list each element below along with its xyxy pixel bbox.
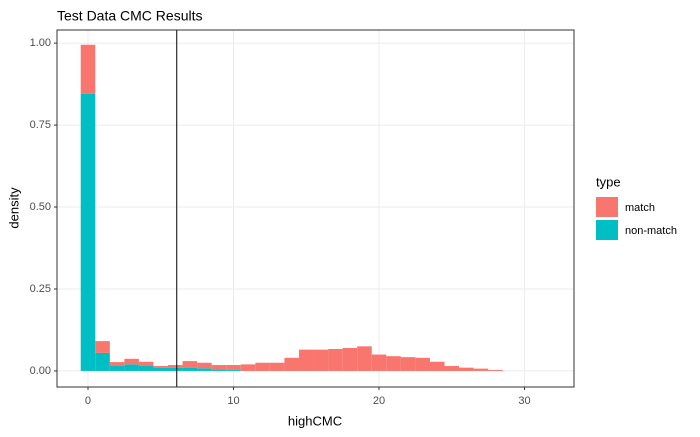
- histogram-bar: [80, 44, 96, 94]
- chart-title: Test Data CMC Results: [57, 8, 202, 24]
- histogram-bar: [255, 362, 270, 371]
- histogram-bar: [109, 366, 125, 371]
- histogram-bar: [182, 361, 198, 368]
- histogram-bar: [197, 362, 212, 369]
- histogram-bar: [226, 369, 241, 371]
- histogram-bar: [182, 367, 198, 371]
- histogram-bar: [473, 368, 489, 371]
- y-tick-label: 1.00: [30, 37, 51, 49]
- y-tick-label: 0.50: [30, 201, 51, 213]
- x-tick-label: 0: [85, 395, 91, 407]
- histogram-bar: [386, 356, 401, 371]
- histogram-bar: [168, 365, 183, 368]
- histogram-bar: [226, 365, 241, 370]
- histogram-bar: [298, 349, 314, 371]
- y-tick-label: 0.75: [30, 119, 51, 131]
- histogram-bar: [269, 362, 285, 371]
- histogram-bar: [124, 358, 139, 365]
- histogram-bar: [168, 367, 183, 371]
- histogram-bar: [357, 346, 372, 371]
- histogram-bar: [429, 361, 445, 371]
- histogram-bar: [444, 366, 460, 371]
- x-tick-label: 20: [373, 395, 385, 407]
- histogram-bar: [138, 366, 154, 371]
- legend-label: non-match: [625, 225, 677, 237]
- histogram-bar: [197, 368, 212, 371]
- histogram-bar: [80, 93, 96, 371]
- histogram-bar: [328, 348, 343, 371]
- y-tick-label: 0.00: [30, 365, 51, 377]
- histogram-bar: [153, 366, 169, 368]
- histogram-bar: [488, 369, 503, 371]
- x-axis-title: highCMC: [288, 413, 342, 428]
- histogram-bar: [211, 365, 227, 370]
- legend-key: [596, 220, 618, 240]
- y-tick-label: 0.25: [30, 283, 51, 295]
- histogram-bar: [400, 357, 416, 371]
- legend-title: type: [596, 174, 621, 189]
- panel-border: [56, 29, 575, 388]
- histogram-bar: [153, 367, 169, 371]
- histogram-bar: [371, 354, 387, 371]
- histogram-bar: [313, 349, 329, 371]
- histogram-bar: [109, 362, 125, 367]
- histogram-bar: [415, 357, 430, 371]
- x-tick-label: 10: [227, 395, 239, 407]
- histogram-bar: [138, 361, 154, 367]
- histogram-bar: [240, 364, 256, 371]
- histogram-bar: [211, 369, 227, 371]
- histogram-bar: [124, 364, 139, 371]
- histogram-bar: [95, 341, 110, 353]
- histogram-bar: [342, 347, 358, 371]
- x-tick-label: 30: [518, 395, 530, 407]
- histogram-bar: [95, 352, 110, 371]
- histogram-bar: [459, 367, 474, 371]
- legend-label: match: [625, 202, 655, 214]
- y-axis-title: density: [6, 187, 21, 229]
- histogram-bar: [284, 357, 299, 371]
- legend-key: [596, 197, 618, 217]
